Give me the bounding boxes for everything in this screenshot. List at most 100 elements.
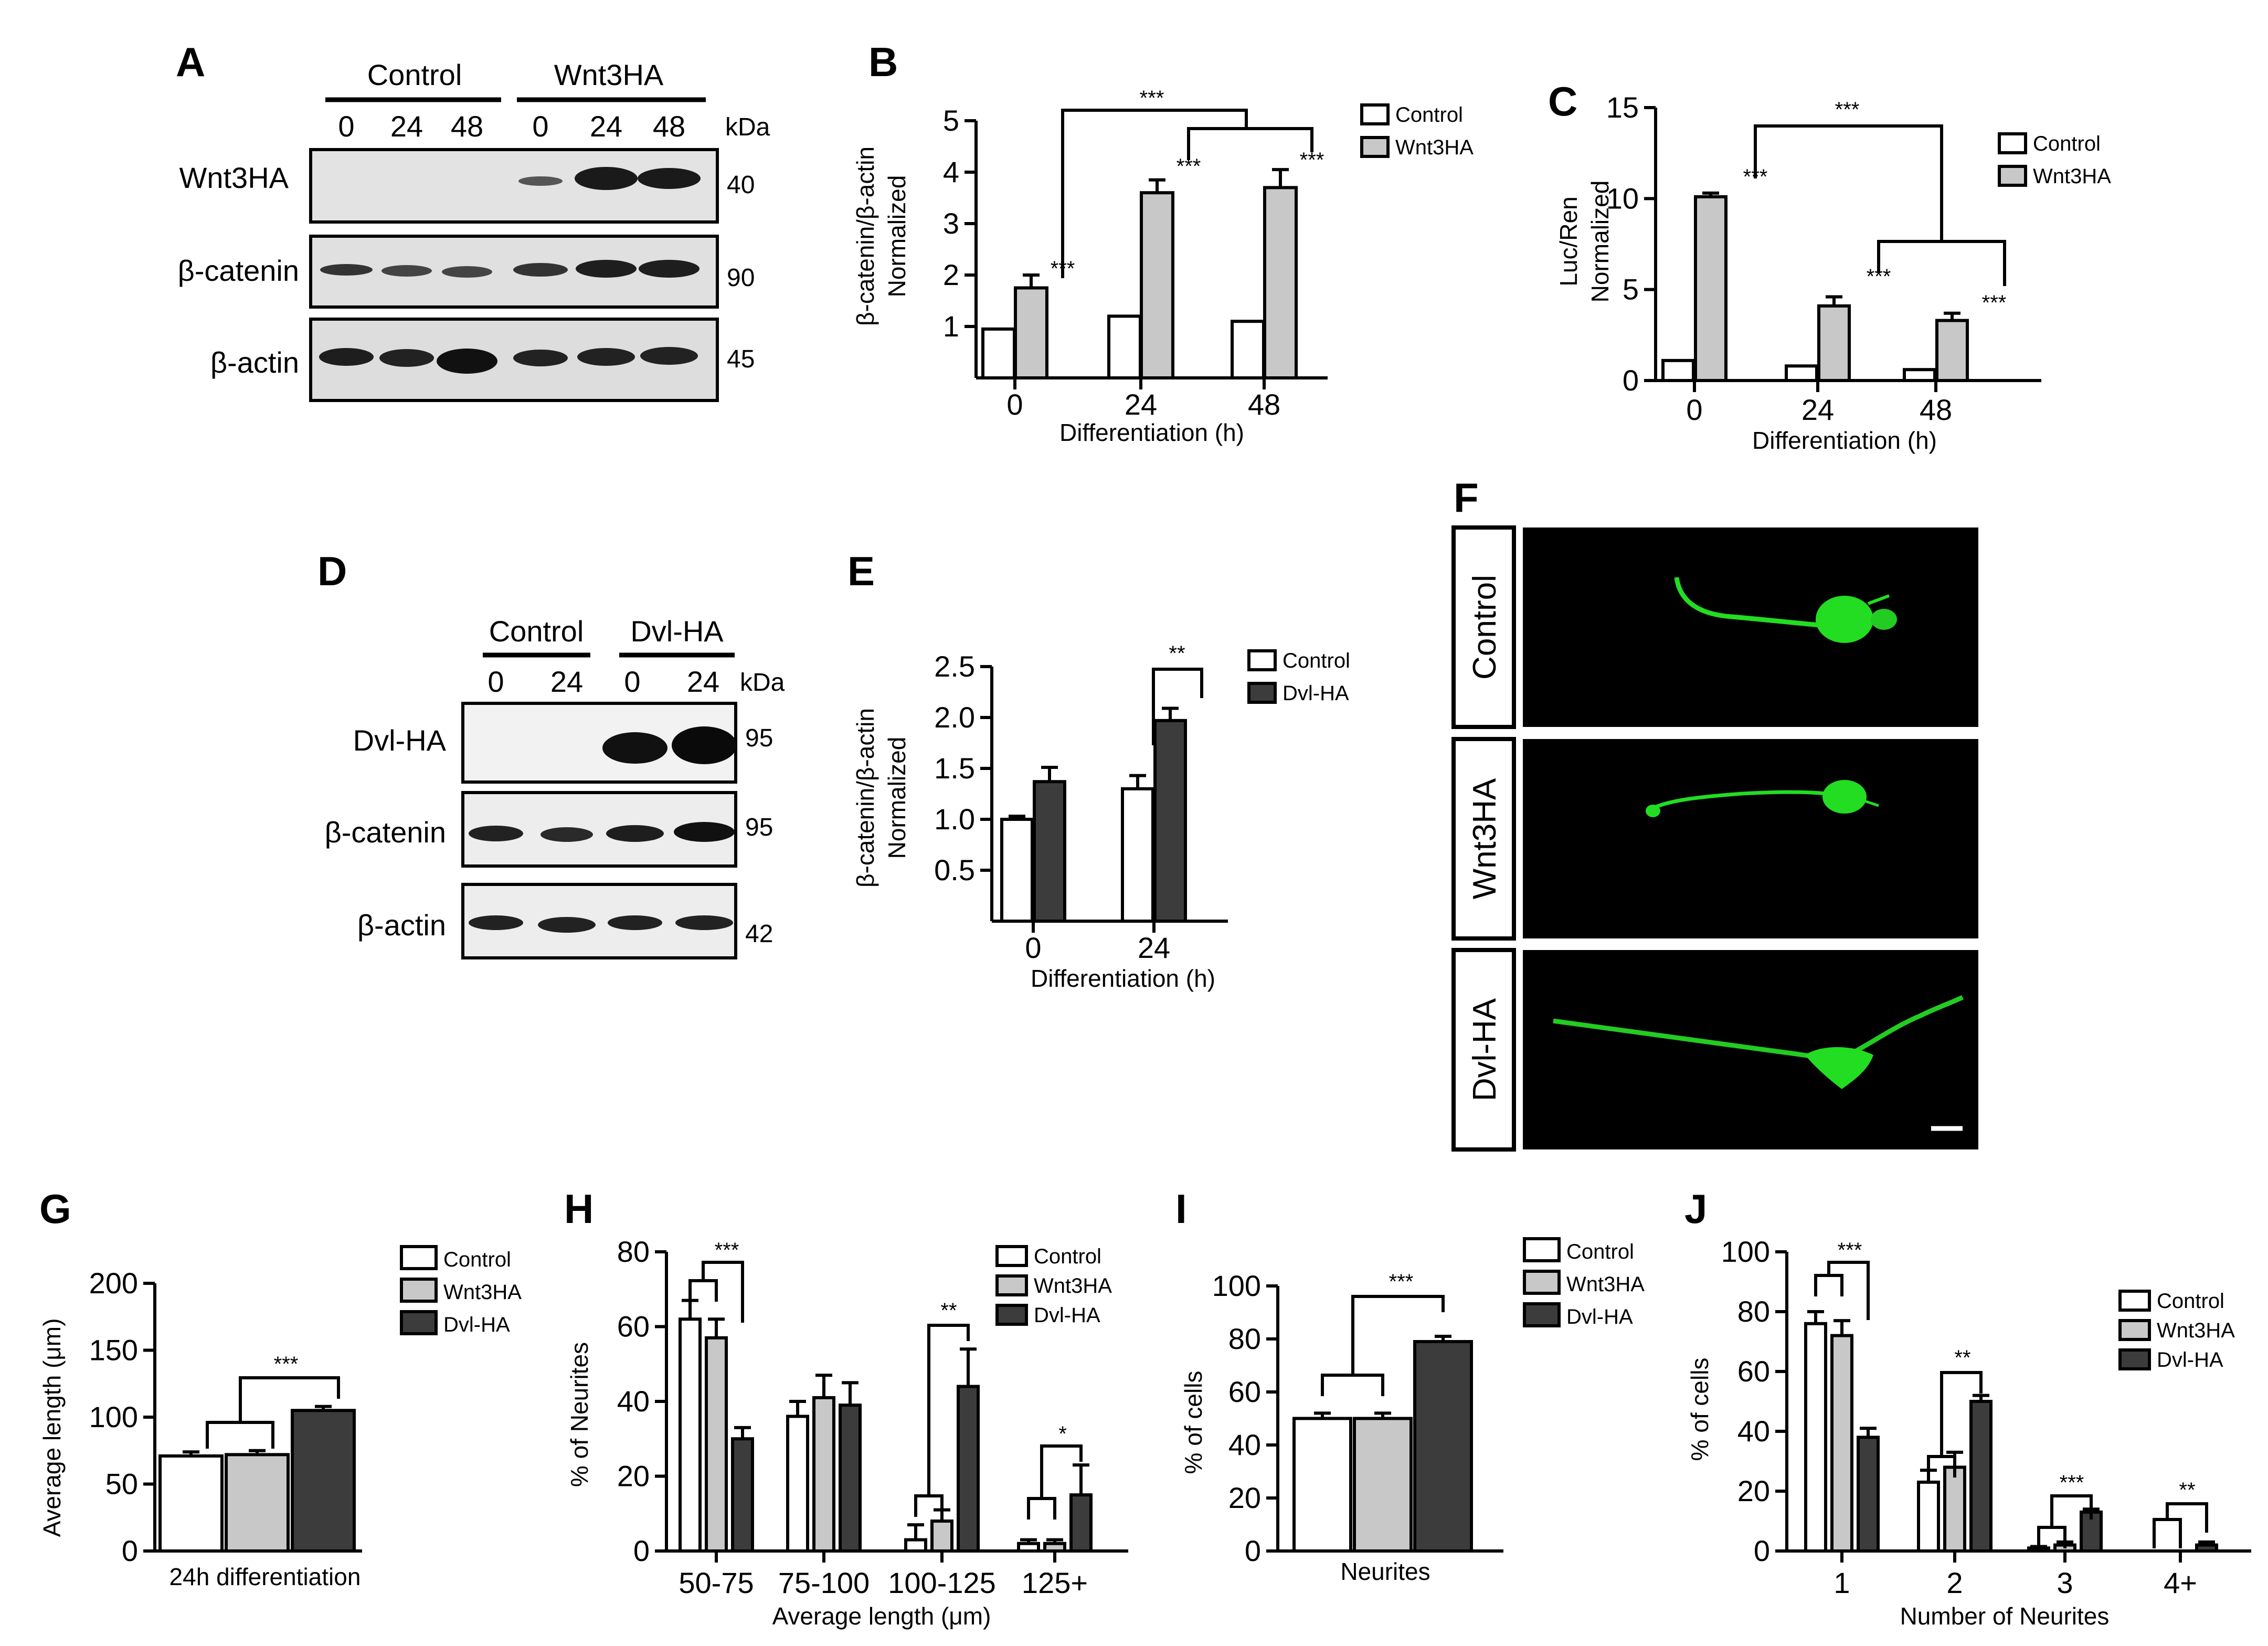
significance-stars: ** bbox=[1169, 642, 1185, 665]
bar-dvl-ha bbox=[2195, 1543, 2218, 1553]
y-axis-label: % of cells bbox=[1686, 1358, 1713, 1461]
bar-dvl-ha bbox=[1969, 1400, 1993, 1553]
x-tick-label: 0 bbox=[1025, 931, 1041, 964]
y-axis-label: Normalized bbox=[883, 175, 910, 298]
x-tick-label: 1 bbox=[1834, 1566, 1850, 1599]
x-axis-label: Number of Neurites bbox=[1900, 1602, 2110, 1630]
blot-d-kda-1: 95 bbox=[745, 724, 773, 752]
significance-stars: *** bbox=[1835, 98, 1860, 121]
panel-label-d: D bbox=[317, 548, 347, 594]
bar-control bbox=[1917, 1480, 1940, 1553]
legend-swatch-dvl-ha bbox=[2118, 1348, 2151, 1370]
significance-stars: *** bbox=[1982, 291, 2007, 314]
x-tick-label: 24 bbox=[1125, 388, 1157, 421]
y-tick-label: 1 bbox=[943, 310, 959, 343]
bar-control bbox=[1000, 818, 1034, 923]
blot-d-lane-4: 24 bbox=[687, 665, 719, 698]
panel-d: D Control Dvl-HA 0 24 0 24 kDa Dvl-HA β-… bbox=[317, 548, 785, 959]
legend-swatch-dvl-ha bbox=[995, 1304, 1028, 1326]
blot-d-band bbox=[674, 822, 735, 842]
bar-wnt3ha bbox=[1830, 1334, 1853, 1553]
significance-stars: *** bbox=[2060, 1471, 2084, 1494]
y-tick-label: 0 bbox=[1245, 1534, 1261, 1567]
significance-stars: *** bbox=[1867, 265, 1891, 288]
significance-bracket bbox=[1927, 1371, 1983, 1478]
y-axis-label: % of Neurites bbox=[566, 1342, 593, 1487]
bar-wnt3ha bbox=[1140, 191, 1174, 379]
bar-dvl-ha bbox=[1153, 719, 1187, 923]
bar-wnt3ha bbox=[812, 1396, 835, 1553]
blot-d-band bbox=[608, 915, 662, 930]
panel-label-e: E bbox=[847, 548, 875, 594]
blot-a-kda-2: 90 bbox=[727, 264, 755, 292]
bar-wnt3ha bbox=[1043, 1542, 1066, 1553]
bar-wnt3ha bbox=[930, 1520, 953, 1553]
significance-bracket bbox=[1754, 124, 2006, 286]
blot-d-lane-1: 0 bbox=[487, 665, 504, 698]
significance-stars: ** bbox=[940, 1299, 957, 1322]
significance-stars: *** bbox=[1140, 87, 1164, 110]
legend-swatch-wnt3ha bbox=[1360, 136, 1390, 158]
bar-wnt3ha bbox=[1935, 319, 1969, 382]
bar-control bbox=[981, 327, 1016, 380]
panel-label-i: I bbox=[1175, 1186, 1187, 1232]
blot-d-band bbox=[675, 915, 733, 930]
y-tick-label: 80 bbox=[617, 1235, 650, 1268]
legend-swatch-control bbox=[2118, 1290, 2151, 1312]
blot-a-lane-3: 48 bbox=[451, 110, 483, 143]
legend-label: Wnt3HA bbox=[443, 1281, 522, 1304]
y-tick-label: 0.5 bbox=[934, 853, 975, 887]
blot-a-band bbox=[437, 349, 497, 374]
significance-stars: *** bbox=[1389, 1270, 1414, 1293]
significance-bracket bbox=[1061, 109, 1248, 278]
legend-swatch-dvl-ha bbox=[1247, 682, 1277, 704]
bar-wnt3ha bbox=[1817, 304, 1851, 382]
y-tick-label: 80 bbox=[1737, 1295, 1770, 1328]
neuron-soma bbox=[1805, 1047, 1873, 1089]
blot-a-row-label-2: β-catenin bbox=[178, 254, 299, 287]
blot-d-row-label-1: Dvl-HA bbox=[353, 724, 447, 757]
legend-label: Dvl-HA bbox=[443, 1313, 510, 1336]
blot-a-kda-3: 45 bbox=[727, 345, 755, 373]
blot-a-band bbox=[640, 347, 698, 365]
bar-control bbox=[904, 1538, 927, 1553]
legend-swatch-wnt3ha bbox=[995, 1274, 1028, 1296]
blot-a-lane-5: 24 bbox=[590, 110, 622, 143]
legend-label: Dvl-HA bbox=[1034, 1304, 1100, 1327]
chart-panel-i: I 0 20 40 60 80 100 Neurites % of cells Control Wn… bbox=[1175, 1186, 1645, 1585]
legend-label: Dvl-HA bbox=[1566, 1305, 1633, 1328]
y-tick-label: 2.0 bbox=[934, 701, 975, 734]
bar-control bbox=[1804, 1322, 1827, 1553]
y-tick-label: 2.5 bbox=[934, 650, 975, 683]
y-tick-label: 100 bbox=[89, 1400, 138, 1433]
bar-wnt3ha bbox=[705, 1336, 728, 1553]
blot-a-band bbox=[577, 348, 635, 366]
y-tick-label: 60 bbox=[617, 1310, 650, 1343]
significance-bracket bbox=[1027, 1444, 1083, 1520]
x-tick-label: 3 bbox=[2057, 1566, 2073, 1599]
x-tick-label: 24 bbox=[1138, 931, 1170, 964]
micrograph-label-wnt3ha: Wnt3HA bbox=[1467, 778, 1503, 899]
significance-stars: ** bbox=[1954, 1346, 1970, 1369]
bar-wnt3ha bbox=[1014, 286, 1048, 379]
bar-control bbox=[679, 1317, 702, 1553]
blot-a-band bbox=[639, 260, 700, 278]
y-tick-label: 20 bbox=[617, 1460, 650, 1493]
panel-label-h: H bbox=[564, 1186, 594, 1232]
significance-bracket bbox=[914, 1324, 970, 1517]
blot-a-row-label-1: Wnt3HA bbox=[179, 161, 289, 194]
blot-d-band bbox=[538, 917, 596, 933]
blot-a-kda-label: kDa bbox=[725, 113, 770, 141]
legend-label: Dvl-HA bbox=[2157, 1348, 2223, 1371]
significance-stars: *** bbox=[1743, 165, 1768, 188]
significance-bracket bbox=[206, 1376, 340, 1449]
x-tick-label: 24 bbox=[1801, 393, 1834, 426]
blot-a-lane-6: 48 bbox=[653, 110, 685, 143]
neuron-soma bbox=[1871, 609, 1897, 630]
micrograph-label-dvlha: Dvl-HA bbox=[1467, 998, 1503, 1101]
legend-label: Control bbox=[443, 1248, 511, 1271]
bar-control bbox=[158, 1454, 224, 1553]
neuron-soma bbox=[1646, 805, 1660, 817]
blot-a-band bbox=[513, 263, 568, 277]
